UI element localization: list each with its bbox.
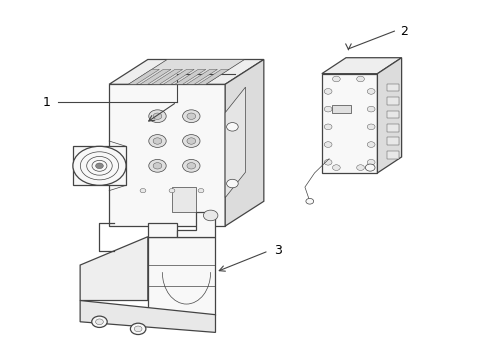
Circle shape [95, 163, 103, 168]
Circle shape [324, 89, 331, 94]
Circle shape [366, 106, 374, 112]
Polygon shape [73, 146, 126, 185]
Circle shape [305, 198, 313, 204]
Circle shape [324, 124, 331, 130]
Circle shape [153, 113, 162, 120]
Circle shape [356, 76, 364, 82]
Circle shape [169, 189, 175, 193]
Circle shape [324, 142, 331, 147]
Circle shape [332, 165, 340, 170]
Polygon shape [80, 237, 147, 301]
Bar [386, 97, 398, 105]
Circle shape [92, 316, 107, 328]
Polygon shape [163, 69, 194, 84]
Circle shape [140, 189, 145, 193]
Polygon shape [147, 222, 177, 237]
Bar [331, 104, 350, 113]
Circle shape [95, 319, 103, 325]
Circle shape [182, 110, 200, 123]
Circle shape [130, 323, 145, 334]
Text: 2: 2 [399, 24, 407, 38]
Circle shape [186, 138, 195, 144]
Polygon shape [151, 69, 182, 84]
Circle shape [186, 163, 195, 169]
Polygon shape [377, 58, 401, 173]
Bar [386, 124, 398, 132]
Circle shape [186, 113, 195, 120]
Polygon shape [224, 87, 245, 198]
Circle shape [332, 76, 340, 82]
Circle shape [365, 164, 374, 171]
Polygon shape [80, 301, 215, 332]
Circle shape [182, 135, 200, 147]
Circle shape [148, 159, 166, 172]
Bar [386, 138, 398, 145]
Polygon shape [109, 84, 224, 226]
Circle shape [182, 159, 200, 172]
Polygon shape [321, 58, 401, 74]
Circle shape [198, 189, 203, 193]
Circle shape [134, 326, 142, 332]
Polygon shape [224, 59, 264, 226]
Text: 3: 3 [274, 244, 282, 257]
Bar [386, 111, 398, 118]
Bar [386, 151, 398, 159]
Polygon shape [175, 69, 205, 84]
Polygon shape [140, 69, 171, 84]
Polygon shape [128, 59, 244, 84]
Ellipse shape [73, 146, 126, 185]
Circle shape [366, 124, 374, 130]
Circle shape [324, 106, 331, 112]
Circle shape [153, 163, 162, 169]
Circle shape [226, 123, 238, 131]
Polygon shape [128, 69, 159, 84]
Circle shape [366, 159, 374, 165]
Polygon shape [177, 212, 215, 237]
Text: 1: 1 [42, 95, 50, 108]
Polygon shape [186, 69, 217, 84]
Bar [172, 187, 196, 212]
Circle shape [203, 210, 218, 221]
Circle shape [366, 142, 374, 147]
Circle shape [366, 89, 374, 94]
Circle shape [226, 179, 238, 188]
Circle shape [356, 165, 364, 170]
Bar [386, 84, 398, 91]
Polygon shape [198, 69, 228, 84]
Polygon shape [109, 59, 264, 84]
Circle shape [148, 135, 166, 147]
Circle shape [153, 138, 162, 144]
Circle shape [324, 159, 331, 165]
Polygon shape [321, 74, 377, 173]
Polygon shape [147, 237, 215, 315]
Circle shape [148, 110, 166, 123]
